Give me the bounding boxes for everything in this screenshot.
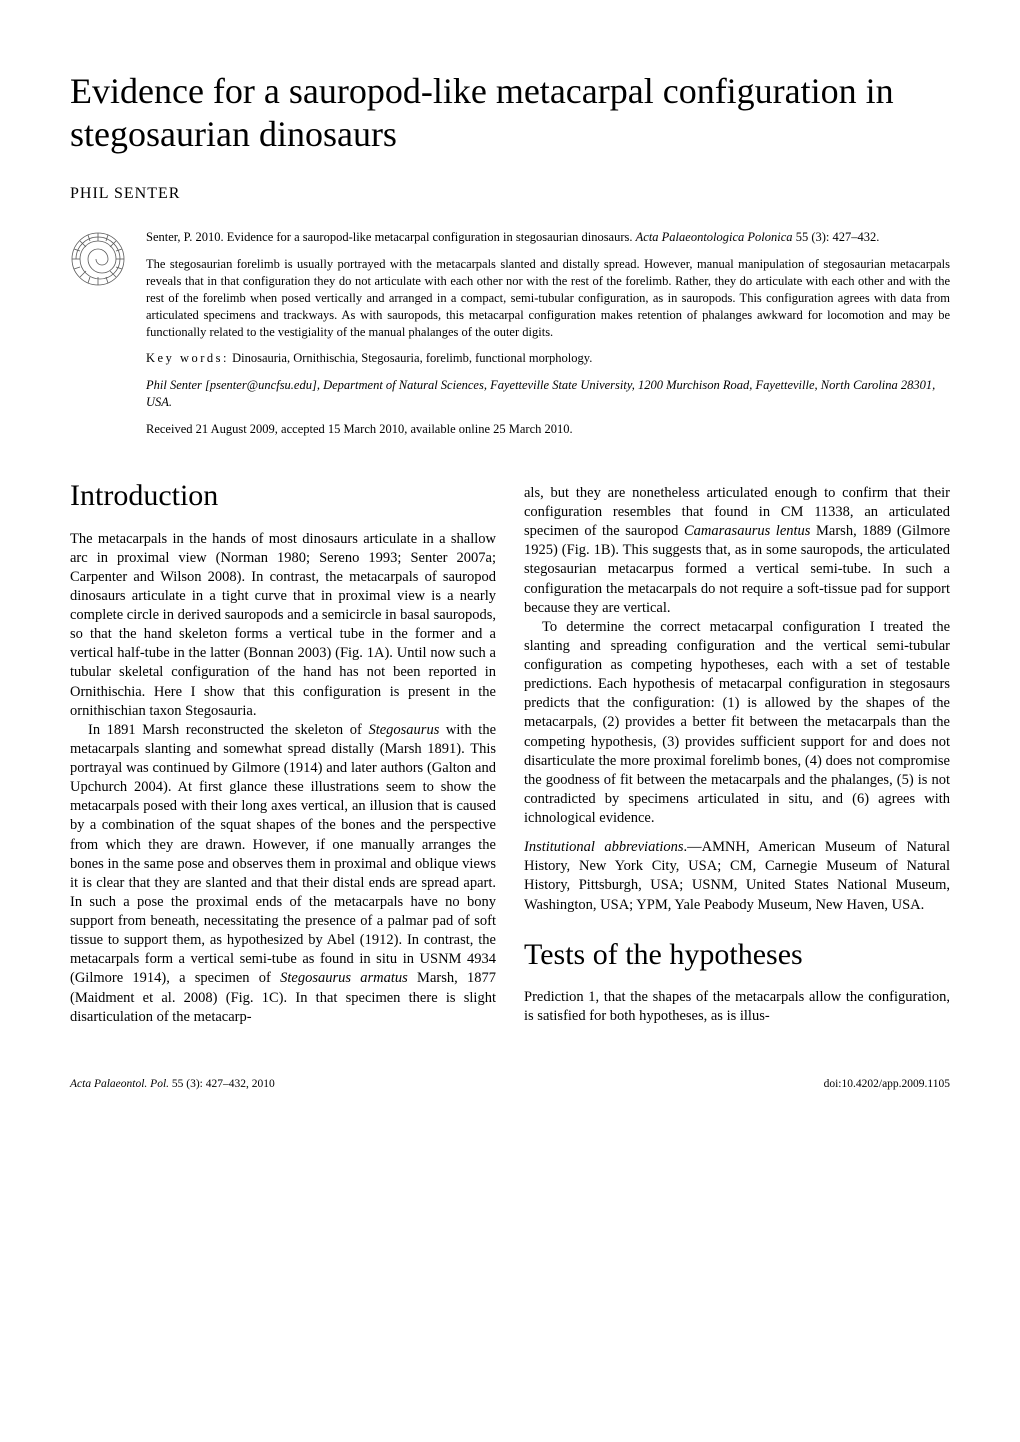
article-title: Evidence for a sauropod-like metacarpal … [70,70,950,156]
abstract-text: The stegosaurian forelimb is usually por… [146,256,950,340]
introduction-heading: Introduction [70,476,496,516]
page-footer: Acta Palaeontol. Pol. 55 (3): 427–432, 2… [70,1077,950,1092]
intro-paragraph-1: The metacarpals in the hands of most din… [70,530,496,721]
right-paragraph-2: To determine the correct metacarpal conf… [524,618,950,828]
keywords-label: Key words: [146,351,229,365]
abstract-content: Senter, P. 2010. Evidence for a sauropod… [146,229,950,438]
right-paragraph-1: als, but they are nonetheless articulate… [524,484,950,618]
footer-doi: doi:10.4202/app.2009.1105 [824,1077,950,1092]
tests-paragraph-1: Prediction 1, that the shapes of the met… [524,988,950,1026]
institutional-abbreviations: Institutional abbreviations.—AMNH, Ameri… [524,838,950,915]
received-line: Received 21 August 2009, accepted 15 Mar… [146,421,950,438]
right-column: als, but they are nonetheless articulate… [524,466,950,1027]
abstract-block: Senter, P. 2010. Evidence for a sauropod… [70,229,950,438]
author-affiliation: Phil Senter [psenter@uncfsu.edu], Depart… [146,377,950,411]
ammonite-fossil-icon [70,231,126,287]
citation: Senter, P. 2010. Evidence for a sauropod… [146,229,950,246]
two-column-body: Introduction The metacarpals in the hand… [70,466,950,1027]
author-name: PHIL SENTER [70,184,950,205]
tests-heading: Tests of the hypotheses [524,935,950,975]
keywords-value: Dinosauria, Ornithischia, Stegosauria, f… [232,351,592,365]
footer-citation: Acta Palaeontol. Pol. 55 (3): 427–432, 2… [70,1077,275,1092]
intro-paragraph-2: In 1891 Marsh reconstructed the skeleton… [70,721,496,1027]
keywords-line: Key words: Dinosauria, Ornithischia, Ste… [146,350,950,367]
left-column: Introduction The metacarpals in the hand… [70,466,496,1027]
